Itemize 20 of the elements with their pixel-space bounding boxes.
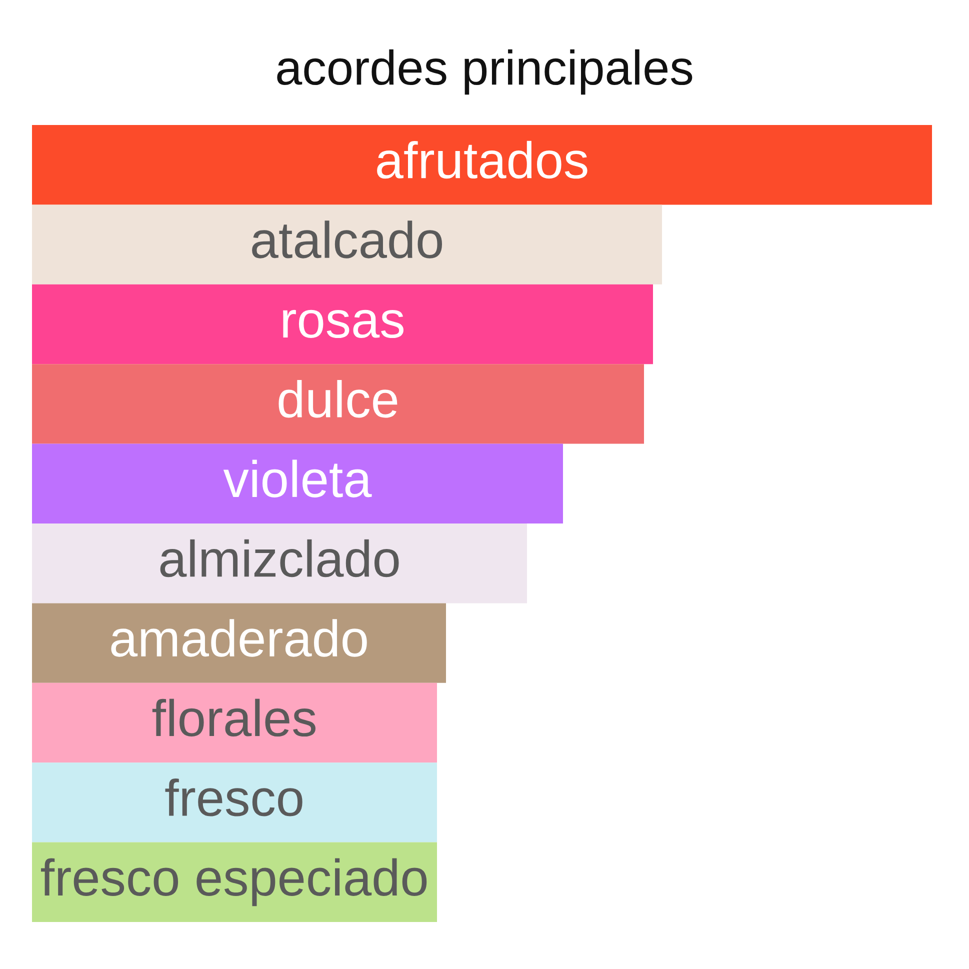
bar [32,364,644,444]
bar [32,524,527,604]
y-tick-label: almizclado [160,539,399,578]
bar [32,125,932,205]
y-tick-label: atalcado [252,220,442,258]
y-tick-label: afrutados [377,140,588,179]
bar [32,444,563,524]
y-tick-label: fresco especiado [40,858,427,906]
bar [32,603,446,683]
chart-title: acordes principales [277,49,692,95]
bar [32,204,662,284]
y-tick-label: fresco [165,778,302,816]
y-tick-label: violeta [223,460,372,498]
y-tick-label: rosas [283,310,404,338]
y-tick-label: amaderado [111,619,367,657]
y-tick-label: dulce [278,380,398,418]
bar [32,682,437,763]
y-tick-label: florales [152,698,316,737]
bar [32,284,653,364]
bar [32,762,437,842]
